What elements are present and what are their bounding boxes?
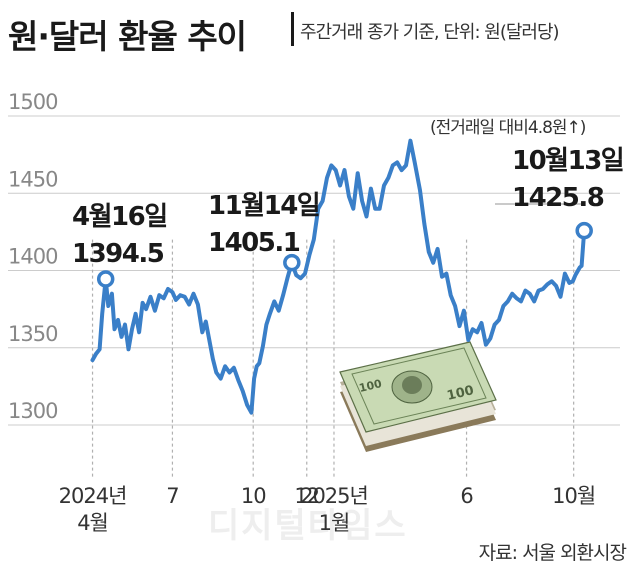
annotation-date: 4월16일 [72,202,167,232]
svg-text:100: 100 [358,377,384,395]
annotation-note: (전거래일 대비4.8원↑) [430,118,586,138]
watermark: 디지털타임스 [208,506,408,546]
grid-lines [8,115,620,426]
y-tick-label: 1350 [8,322,57,346]
x-tick-label: 10월 [552,484,595,508]
x-tick-label: 2024년 [59,484,127,508]
title-divider [291,12,294,46]
dollar-bill-stack-icon: 100 100 [339,341,497,452]
chart-subtitle: 주간거래 종가 기준, 단위: 원(달러당) [300,22,560,43]
exchange-rate-line [90,138,587,415]
x-tick-label: 6 [460,484,473,508]
y-tick-label: 1500 [8,90,57,114]
x-tick-label: 7 [166,484,178,508]
annotation-marker [575,221,593,240]
series-line [90,138,587,415]
annotation-date: 11월14일 [208,191,319,221]
annotation-value: 1405.1 [208,228,300,258]
x-tick-sublabel: 1월 [319,511,350,535]
annotation-value: 1394.5 [72,239,164,269]
y-tick-label: 1400 [8,245,57,269]
annotation-value: 1425.8 [512,183,604,213]
y-tick-label: 1300 [8,399,57,423]
annotation-date: 10월13일 [512,146,623,176]
chart-title: 원·달러 환율 추이 [8,17,247,56]
x-tick-label: 12 [294,484,319,508]
annotation-marker [283,253,301,272]
svg-text:100: 100 [446,383,476,404]
y-axis-ticks: 1300 1350 1400 1450 1500 [8,90,58,423]
x-tick-sublabel: 4월 [77,511,108,535]
source-note: 자료: 서울 외환시장 [478,542,627,564]
money-illustration: 100 100 [339,341,497,452]
annotations: 4월16일 1394.5 11월14일 1405.1 10월13일 1425.8 (전거래일… [72,118,625,288]
y-tick-label: 1450 [8,167,57,191]
annotation-marker [96,270,115,288]
x-tick-label: 2025년 [300,484,368,508]
x-tick-label: 10 [241,484,266,508]
